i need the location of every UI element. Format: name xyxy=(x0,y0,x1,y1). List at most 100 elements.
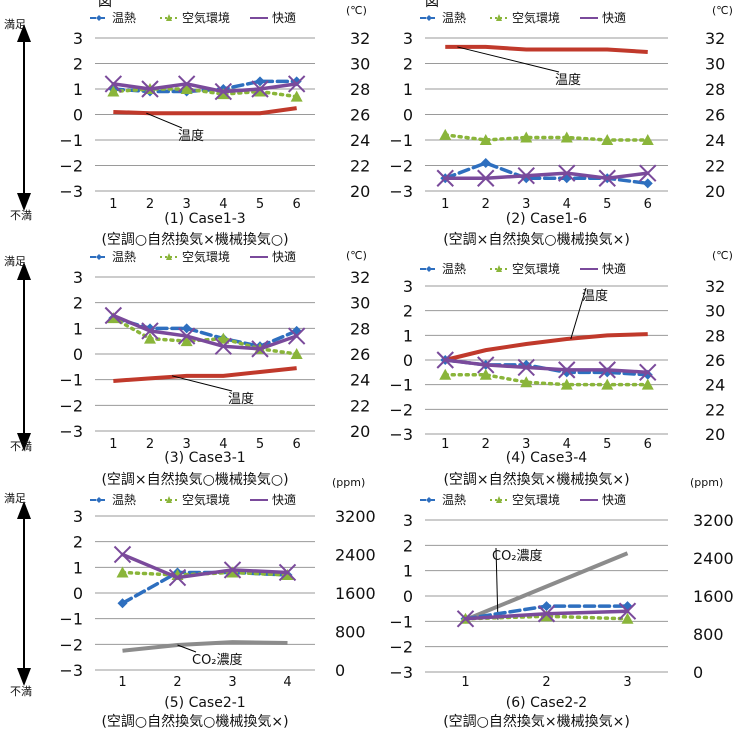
panel-subcaption: (空調○自然換気×機械換気×) xyxy=(443,713,630,730)
legend-label: 快適 xyxy=(272,249,296,264)
x-tick-label: 3 xyxy=(522,197,530,212)
secondary-series-line xyxy=(445,44,648,55)
air-marker xyxy=(601,134,614,145)
comfort-marker xyxy=(436,351,454,369)
comfort-marker xyxy=(104,306,123,325)
legend-entry: 温熱 xyxy=(420,493,466,507)
series-line xyxy=(443,133,650,142)
panel-caption: (4) Case3-4 xyxy=(506,450,588,466)
panel-subcaption: (空調×自然換気○機械換気○) xyxy=(101,471,288,488)
legend-label: 快適 xyxy=(602,492,626,507)
legend-entry: 空気環境 xyxy=(160,249,230,264)
air-marker xyxy=(439,128,452,140)
air-marker xyxy=(281,569,294,581)
y2-tick-label: 28 xyxy=(705,326,725,345)
y2-tick-label: 800 xyxy=(693,625,724,644)
legend-marker xyxy=(166,496,172,503)
x-tick-label: 2 xyxy=(146,437,154,452)
y-tick-label: −3 xyxy=(389,663,413,682)
y2-tick-label: 28 xyxy=(350,80,370,99)
legend-entry: 空気環境 xyxy=(490,261,560,276)
y-tick-label: 1 xyxy=(403,562,413,581)
x-tick-label: 3 xyxy=(522,437,530,452)
panel-caption: (3) Case3-1 xyxy=(164,450,245,466)
y2-tick-label: 26 xyxy=(350,345,370,364)
y2-tick-label: 26 xyxy=(705,351,725,370)
comfort-marker xyxy=(639,363,657,382)
y-tick-label: −3 xyxy=(59,422,83,441)
legend-entry: 空気環境 xyxy=(160,10,230,25)
secondary-series-label: 温度 xyxy=(555,72,581,88)
y2-tick-label: 1600 xyxy=(693,587,734,606)
y-tick-label: −2 xyxy=(59,635,83,654)
air-marker xyxy=(601,378,614,390)
air-marker xyxy=(560,131,573,143)
legend-marker xyxy=(96,497,102,503)
comfort-marker xyxy=(558,361,576,379)
series-line xyxy=(443,373,650,387)
y-tick-label: −1 xyxy=(389,131,413,150)
y-tick-label: −3 xyxy=(59,661,83,680)
x-tick-label: 1 xyxy=(118,675,126,690)
legend-entry: 温熱 xyxy=(90,11,136,25)
y-tick-label: 1 xyxy=(403,326,413,345)
y2-unit-label: (ppm) xyxy=(332,476,365,489)
comfort-marker xyxy=(287,75,306,93)
secondary-series-label: 温度 xyxy=(228,391,254,407)
panel-caption: (1) Case1-3 xyxy=(164,211,245,227)
x-tick-label: 4 xyxy=(563,197,571,212)
x-tick-label: 4 xyxy=(563,437,571,452)
chart-panel-p6: −3 −2 −1 0 1 2 3 0 800 1600 2400 3200 (ppm) 1 2 3 (6) Ca… xyxy=(389,476,733,730)
comfort-marker xyxy=(537,605,556,623)
chart-panel-p1: −3 −2 −1 0 1 2 3 20 22 24 26 28 30 32 (℃) 1 2 3 4 5 6 (1) Cas… xyxy=(59,4,370,248)
y-tick-label: −3 xyxy=(389,425,413,444)
air-marker xyxy=(520,376,533,388)
legend-label: 空気環境 xyxy=(182,492,230,507)
title-fragment-right: 図 xyxy=(425,0,439,10)
chart-panel-p5: −3 −2 −1 0 1 2 3 0 800 1600 2400 3200 (ppm) 1 2 3 4 (5) C… xyxy=(59,476,375,730)
legend-label: 温熱 xyxy=(112,250,136,264)
comfort-marker xyxy=(517,358,535,377)
y2-tick-label: 22 xyxy=(350,396,370,415)
series-line xyxy=(111,82,299,94)
y2-tick-label: 2400 xyxy=(693,549,734,568)
x-tick-label: 6 xyxy=(293,437,301,452)
x-tick-label: 5 xyxy=(603,437,611,452)
comfort-marker xyxy=(104,75,123,93)
air-marker xyxy=(520,131,533,143)
legend-label: 温熱 xyxy=(442,11,466,25)
thermal-marker xyxy=(541,601,552,612)
y2-tick-label: 22 xyxy=(350,157,370,176)
y-tick-label: −1 xyxy=(389,376,413,395)
y2-tick-label: 800 xyxy=(335,623,366,642)
y-tick-label: 3 xyxy=(403,511,413,530)
air-marker xyxy=(641,378,654,390)
arrow-down-head xyxy=(17,668,31,686)
y-tick-label: −1 xyxy=(389,612,413,631)
legend-marker xyxy=(496,496,502,503)
legend-label: 空気環境 xyxy=(182,249,230,264)
y2-unit-label: (ppm) xyxy=(690,476,723,489)
comfort-marker xyxy=(558,164,576,182)
air-marker xyxy=(560,378,573,390)
legend-label: 快適 xyxy=(602,261,626,276)
panel-subcaption: (空調○自然換気○機械換気×) xyxy=(101,713,288,730)
legend-marker xyxy=(96,15,102,21)
legend-marker xyxy=(426,15,432,21)
air-marker xyxy=(479,134,492,145)
x-tick-label: 5 xyxy=(256,197,264,212)
y-tick-label: 1 xyxy=(73,558,83,577)
y-tick-label: 3 xyxy=(73,29,83,48)
secondary-series-line xyxy=(122,640,288,653)
arrow-down-head xyxy=(17,193,31,211)
y-tick-label: −1 xyxy=(59,131,83,150)
legend-label: 快適 xyxy=(602,10,626,25)
x-tick-label: 4 xyxy=(219,197,227,212)
legend-entry: 温熱 xyxy=(420,11,466,25)
y-tick-label: 2 xyxy=(73,55,83,74)
panel-caption: (2) Case1-6 xyxy=(506,211,588,227)
legend-label: 空気環境 xyxy=(182,10,230,25)
thermal-marker xyxy=(117,598,128,609)
comfort-marker xyxy=(278,563,297,582)
